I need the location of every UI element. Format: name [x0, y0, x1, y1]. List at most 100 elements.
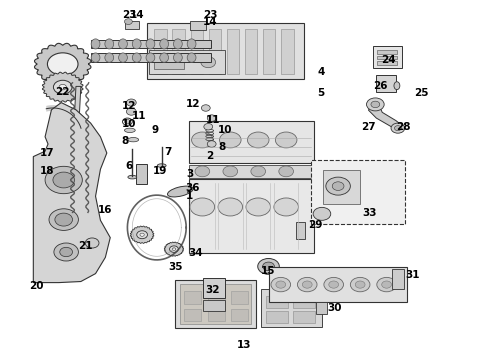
Text: 3: 3 — [186, 169, 194, 179]
Ellipse shape — [187, 53, 196, 62]
Circle shape — [72, 205, 88, 216]
Polygon shape — [73, 86, 81, 153]
Ellipse shape — [160, 39, 169, 49]
Bar — [261, 289, 322, 327]
Ellipse shape — [168, 186, 193, 197]
Circle shape — [279, 166, 294, 177]
Circle shape — [371, 101, 380, 108]
Bar — [189, 121, 314, 163]
Circle shape — [223, 166, 238, 177]
Circle shape — [218, 198, 243, 216]
Circle shape — [192, 132, 213, 148]
Bar — [172, 29, 185, 74]
Bar — [263, 29, 275, 74]
Circle shape — [190, 198, 215, 216]
Text: 12: 12 — [122, 101, 136, 111]
Bar — [266, 311, 288, 323]
Bar — [266, 296, 288, 308]
Circle shape — [382, 281, 392, 288]
Bar — [293, 311, 315, 323]
Text: 14: 14 — [202, 17, 217, 27]
Polygon shape — [63, 198, 97, 223]
Text: 6: 6 — [125, 161, 132, 171]
Text: 27: 27 — [362, 122, 376, 132]
Circle shape — [137, 231, 147, 239]
Bar — [281, 29, 294, 74]
Ellipse shape — [173, 53, 182, 62]
Circle shape — [297, 277, 317, 292]
Circle shape — [49, 209, 78, 230]
Circle shape — [326, 177, 350, 195]
Text: 36: 36 — [185, 183, 200, 193]
Text: 21: 21 — [78, 240, 93, 251]
Bar — [376, 75, 396, 92]
Ellipse shape — [124, 128, 135, 132]
Circle shape — [85, 238, 99, 248]
Text: 22: 22 — [55, 87, 70, 97]
Ellipse shape — [146, 39, 155, 49]
Text: 12: 12 — [186, 99, 201, 109]
Bar — [296, 222, 305, 239]
Polygon shape — [164, 242, 184, 256]
Circle shape — [54, 243, 78, 261]
Ellipse shape — [119, 39, 127, 49]
Text: 34: 34 — [189, 248, 203, 258]
Text: 2: 2 — [206, 150, 213, 161]
Circle shape — [247, 132, 269, 148]
Circle shape — [53, 80, 72, 94]
Bar — [269, 267, 407, 302]
Ellipse shape — [146, 53, 155, 62]
Text: 23: 23 — [122, 10, 136, 20]
Bar — [180, 284, 251, 324]
Ellipse shape — [128, 175, 137, 179]
Text: 25: 25 — [414, 88, 429, 98]
Bar — [373, 46, 402, 68]
Polygon shape — [43, 72, 83, 102]
Ellipse shape — [394, 82, 400, 90]
Text: 13: 13 — [237, 340, 251, 350]
Circle shape — [77, 208, 83, 213]
Ellipse shape — [128, 138, 139, 142]
Bar — [245, 29, 257, 74]
Text: 20: 20 — [29, 281, 44, 291]
Ellipse shape — [160, 53, 169, 62]
Text: 18: 18 — [40, 166, 55, 176]
Bar — [392, 269, 404, 289]
Bar — [154, 29, 167, 74]
Circle shape — [394, 126, 401, 131]
Circle shape — [377, 277, 396, 292]
Ellipse shape — [201, 57, 216, 68]
Bar — [323, 170, 360, 204]
Circle shape — [220, 132, 241, 148]
Ellipse shape — [187, 39, 196, 49]
Circle shape — [53, 172, 74, 188]
Ellipse shape — [91, 53, 100, 62]
Polygon shape — [33, 103, 110, 283]
Polygon shape — [368, 101, 402, 130]
Bar — [293, 296, 315, 308]
Circle shape — [271, 277, 291, 292]
Text: 10: 10 — [122, 119, 136, 129]
Text: 4: 4 — [318, 67, 325, 77]
Bar — [191, 29, 203, 74]
Bar — [190, 21, 206, 30]
Circle shape — [170, 246, 178, 252]
Text: 14: 14 — [130, 10, 145, 20]
Ellipse shape — [119, 53, 127, 62]
Circle shape — [124, 19, 132, 24]
Text: 29: 29 — [308, 220, 322, 230]
Text: 17: 17 — [40, 148, 55, 158]
Text: 8: 8 — [218, 142, 225, 152]
Text: 16: 16 — [98, 204, 113, 215]
Bar — [231, 291, 248, 304]
Circle shape — [201, 105, 210, 111]
Text: 35: 35 — [168, 262, 183, 272]
Circle shape — [207, 141, 216, 147]
Text: 32: 32 — [205, 285, 220, 295]
Text: 24: 24 — [381, 55, 396, 66]
Bar — [189, 179, 314, 253]
Circle shape — [126, 99, 136, 106]
Ellipse shape — [173, 39, 182, 49]
Text: 11: 11 — [132, 111, 147, 121]
Text: 8: 8 — [122, 136, 129, 146]
